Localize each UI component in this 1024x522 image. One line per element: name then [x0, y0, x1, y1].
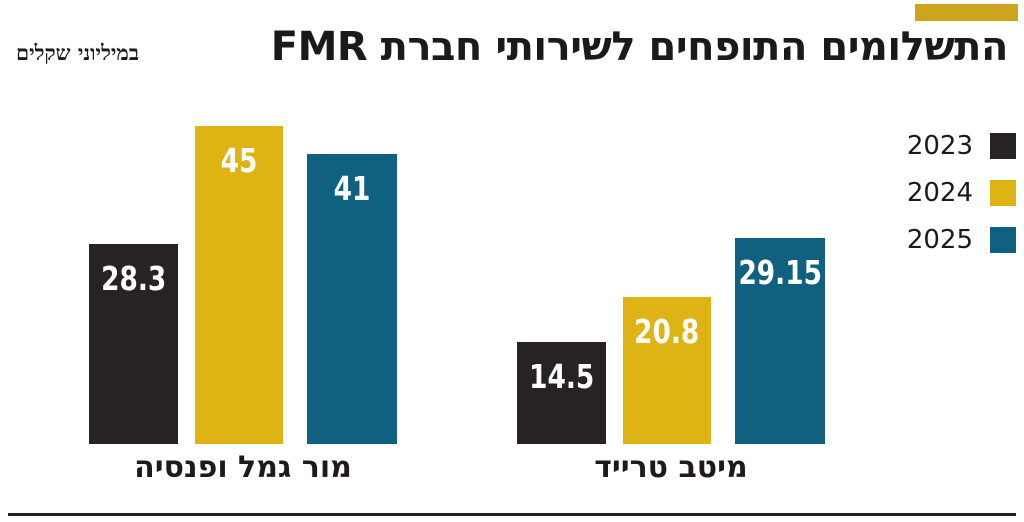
- legend-label-2023: 2023: [906, 131, 973, 161]
- legend-swatch-2024: [990, 180, 1016, 206]
- legend-item-2025: 2025: [907, 227, 1016, 253]
- bar-meitav-2024: 20.8: [623, 297, 711, 444]
- bar-meitav-2023: 14.5: [517, 342, 606, 444]
- bar-value-meitav-2025: 29.15: [738, 253, 822, 292]
- bar-mor-2025: 41: [307, 154, 397, 444]
- bar-group-mor-gemel-pensia: 28.3 45 41: [89, 114, 397, 444]
- bar-value-mor-2025: 41: [333, 169, 371, 208]
- category-label-mor-gemel-pensia: מור גמל ופנסיה: [134, 450, 352, 485]
- bar-mor-2023: 28.3: [89, 244, 178, 444]
- bar-group-meitav-trade: 14.5 20.8 29.15: [517, 114, 825, 444]
- brand-tag-rectangle: [915, 4, 1018, 21]
- bar-value-mor-2023: 28.3: [100, 259, 167, 298]
- legend-label-2025: 2025: [906, 225, 973, 255]
- category-label-meitav-trade: מיטב טרייד: [594, 450, 748, 485]
- legend: 2023 2024 2025: [907, 133, 1016, 274]
- chart-title: התשלומים התופחים לשירותי חברת FMR: [270, 24, 1009, 70]
- header: התשלומים התופחים לשירותי חברת FMR במיליו…: [16, 24, 1009, 70]
- bar-value-mor-2024: 45: [220, 141, 258, 180]
- legend-swatch-2023: [990, 133, 1016, 159]
- legend-item-2024: 2024: [907, 180, 1016, 206]
- chart-subtitle: במיליוני שקלים: [16, 40, 139, 65]
- legend-item-2023: 2023: [907, 133, 1016, 159]
- bar-meitav-2025: 29.15: [735, 238, 825, 444]
- bar-mor-2024: 45: [195, 126, 283, 444]
- legend-swatch-2025: [990, 227, 1016, 253]
- legend-label-2024: 2024: [906, 178, 973, 208]
- bottom-divider: [8, 513, 1016, 516]
- bar-value-meitav-2023: 14.5: [528, 357, 595, 396]
- bar-value-meitav-2024: 20.8: [634, 312, 700, 351]
